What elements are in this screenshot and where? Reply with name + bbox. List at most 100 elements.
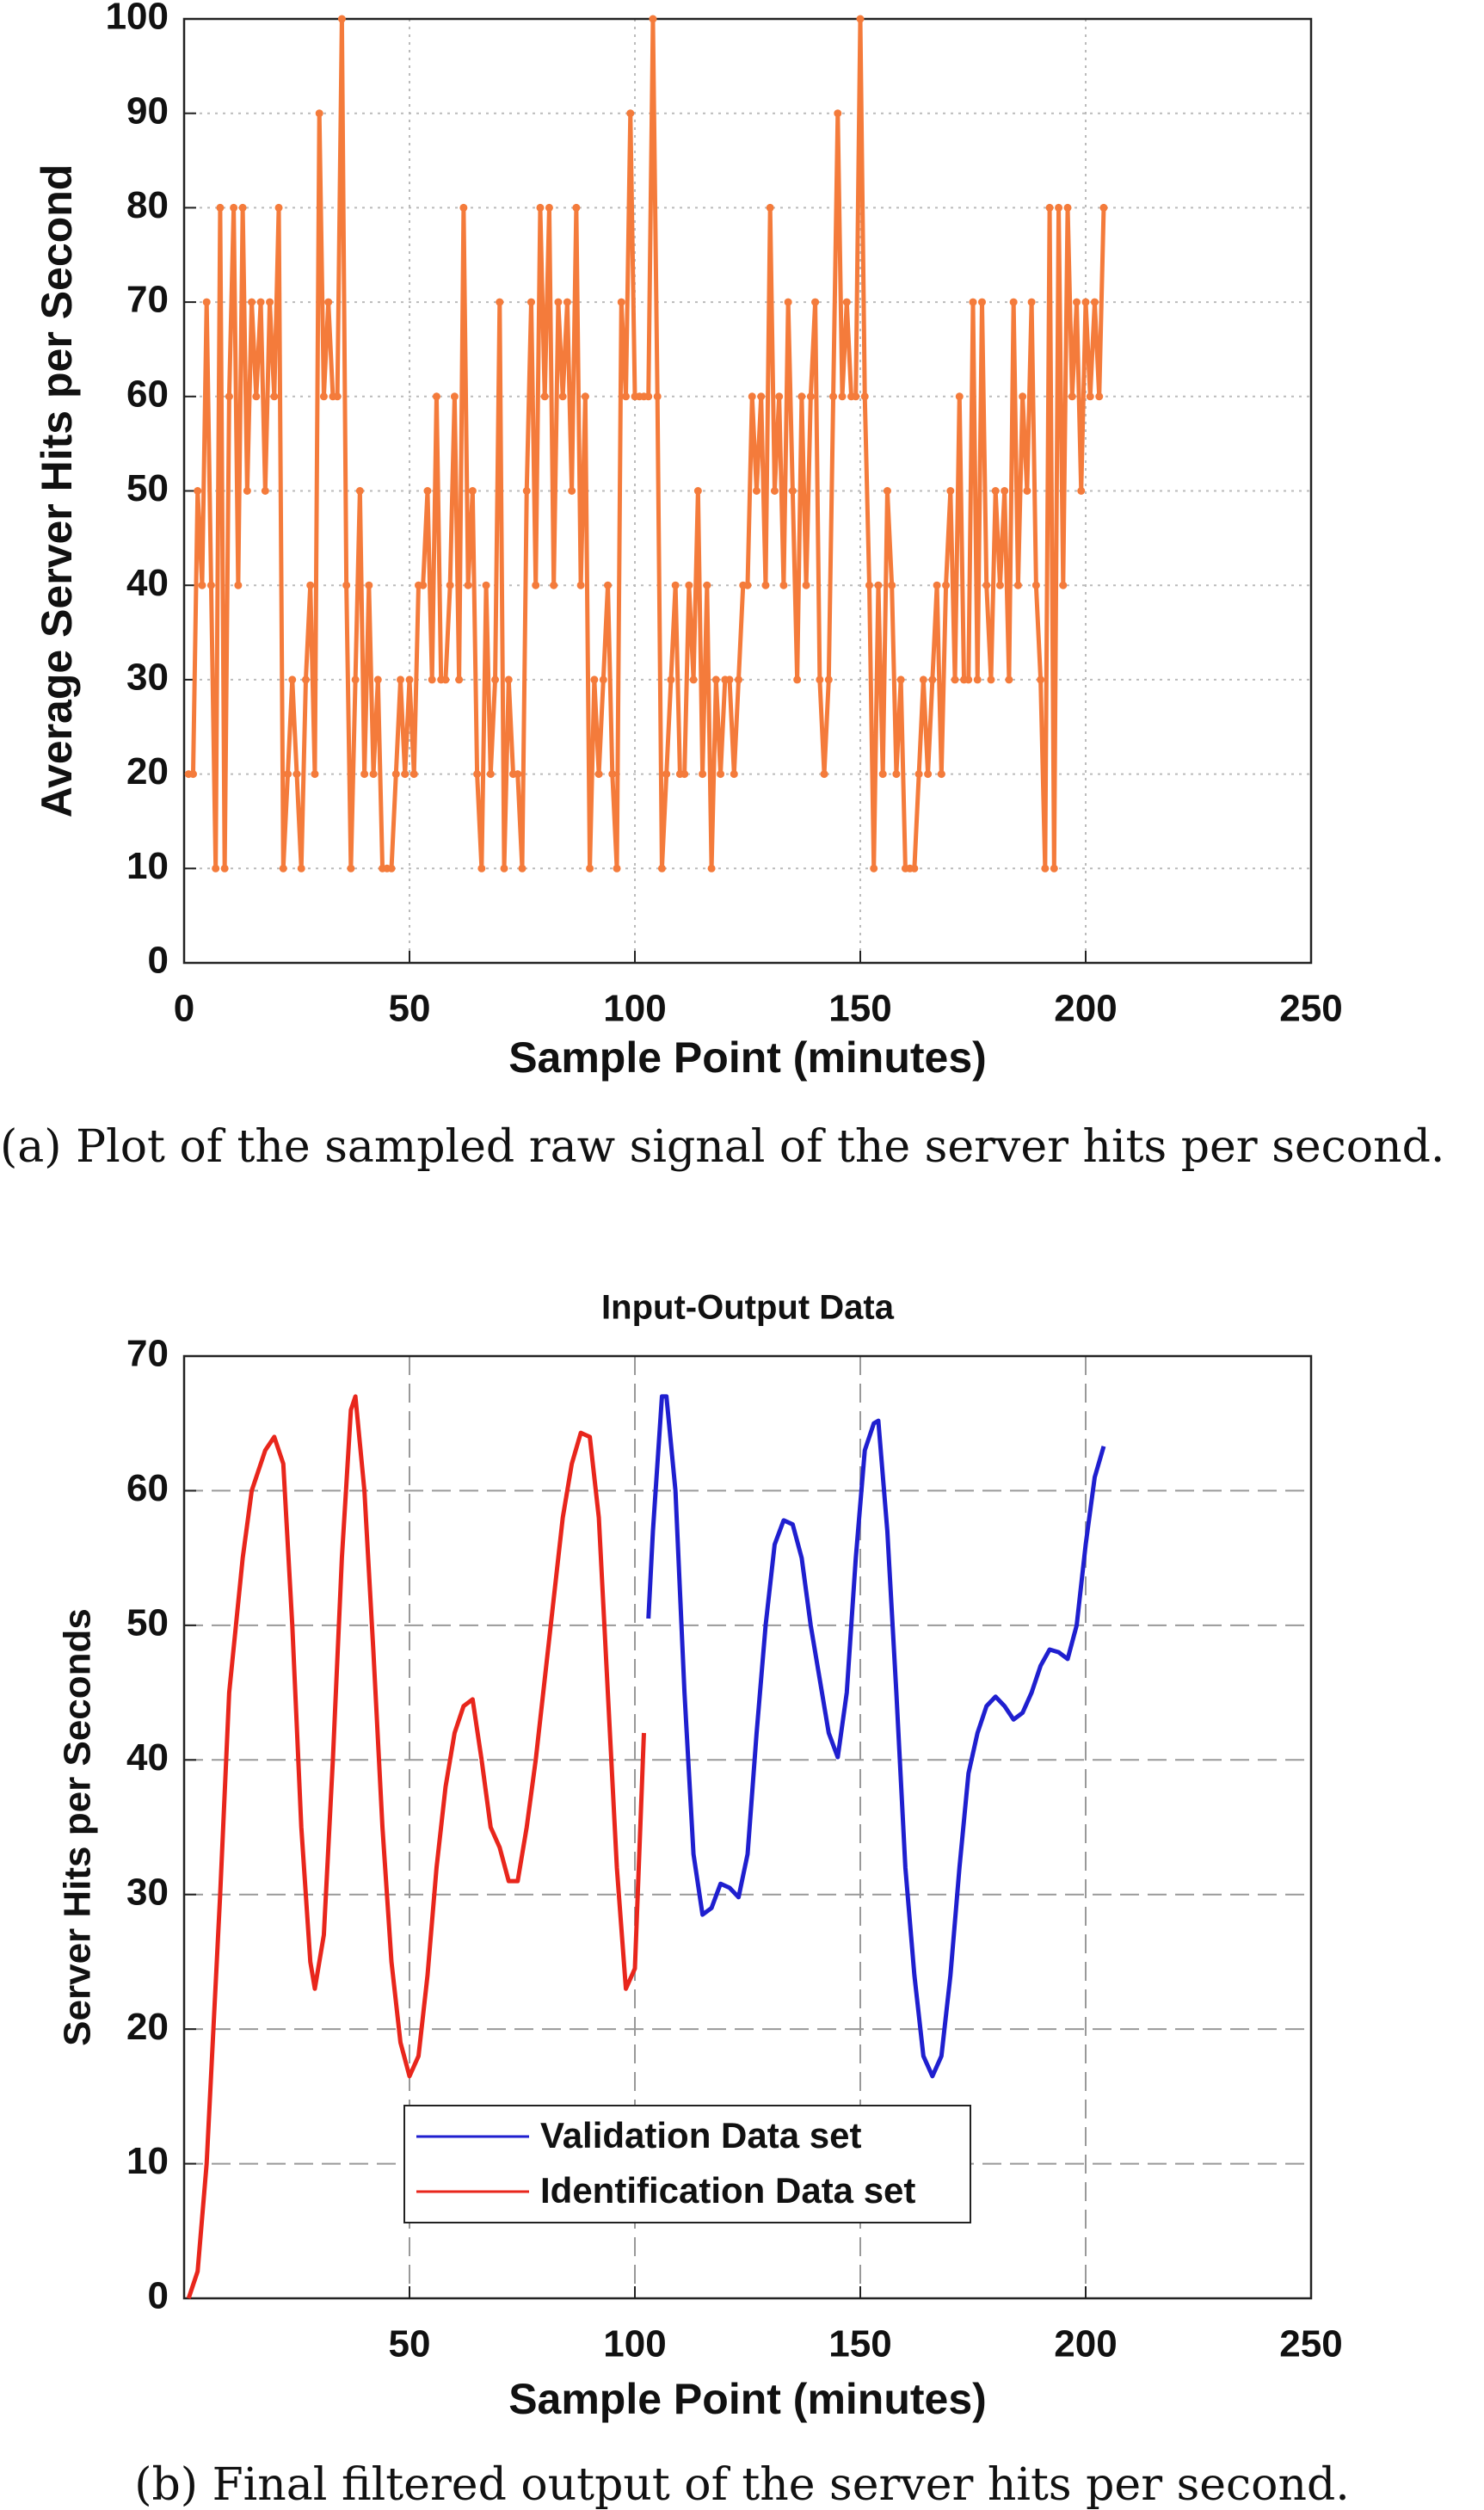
legend-label: Identification Data set: [540, 2170, 915, 2211]
data-point: [693, 487, 702, 495]
caption: (a) Plot of the sampled raw signal of th…: [0, 1121, 1445, 1173]
plot-frame: [182, 1354, 1313, 2300]
data-point: [644, 392, 653, 401]
y-axis-label: Average Server Hits per Second: [33, 164, 81, 818]
data-point: [496, 298, 504, 306]
y-tick-label: 30: [126, 657, 169, 699]
data-point: [977, 298, 986, 306]
data-point: [834, 109, 842, 118]
data-point: [748, 392, 756, 401]
data-point: [1063, 203, 1072, 212]
chart-title: Input-Output Data: [601, 1289, 895, 1327]
y-tick-label: 90: [126, 89, 169, 132]
data-point: [292, 770, 301, 779]
data-point: [1013, 581, 1022, 589]
data-point: [995, 581, 1004, 589]
data-point: [964, 675, 973, 684]
data-point: [761, 581, 770, 589]
data-point: [545, 203, 553, 212]
data-point: [1005, 675, 1013, 684]
data-point: [788, 487, 797, 495]
data-point: [550, 581, 558, 589]
data-point: [220, 864, 229, 873]
data-point: [991, 487, 1000, 495]
data-point: [504, 675, 513, 684]
data-point: [387, 864, 396, 873]
data-point: [540, 392, 549, 401]
data-point: [234, 581, 243, 589]
data-point: [369, 770, 378, 779]
data-point: [373, 675, 382, 684]
x-axis-label: Sample Point (minutes): [508, 1033, 987, 1082]
y-tick-label: 60: [126, 373, 169, 415]
data-point: [428, 675, 436, 684]
data-point: [409, 770, 418, 779]
data-point: [270, 392, 279, 401]
y-tick-label: 30: [126, 1871, 169, 1913]
data-point: [703, 581, 711, 589]
data-point: [838, 392, 847, 401]
data-point: [266, 298, 274, 306]
data-point: [1023, 487, 1031, 495]
data-point: [202, 298, 211, 306]
data-point: [793, 675, 802, 684]
data-point: [1037, 675, 1045, 684]
x-tick-label: 200: [1054, 988, 1117, 1030]
data-point: [252, 392, 261, 401]
data-point: [1009, 298, 1018, 306]
data-point: [347, 864, 355, 873]
data-point: [188, 770, 197, 779]
y-tick-label: 0: [148, 940, 169, 982]
x-tick-label: 200: [1054, 2323, 1117, 2365]
data-point: [743, 581, 752, 589]
x-tick-label: 0: [174, 988, 194, 1030]
data-point: [464, 581, 472, 589]
data-point: [514, 770, 522, 779]
data-point: [784, 298, 792, 306]
y-tick-label: 20: [126, 2006, 169, 2048]
y-tick-label: 70: [126, 1333, 169, 1375]
data-point: [216, 203, 225, 212]
data-point: [613, 864, 621, 873]
data-point: [770, 487, 779, 495]
data-point: [725, 675, 734, 684]
data-point: [680, 770, 689, 779]
data-point: [1050, 864, 1058, 873]
data-point: [955, 392, 964, 401]
data-point: [622, 392, 631, 401]
data-point: [942, 581, 951, 589]
data-point: [594, 770, 603, 779]
data-point: [1059, 581, 1068, 589]
data-point: [297, 864, 305, 873]
data-point: [987, 675, 995, 684]
data-point: [824, 675, 833, 684]
data-point: [667, 675, 675, 684]
data-point: [928, 675, 937, 684]
data-point: [852, 392, 860, 401]
data-point: [518, 864, 526, 873]
y-tick-label: 20: [126, 750, 169, 792]
data-point: [699, 770, 707, 779]
x-tick-label: 250: [1279, 2323, 1342, 2365]
data-point: [1027, 298, 1036, 306]
y-tick-label: 0: [148, 2275, 169, 2317]
data-point: [914, 770, 923, 779]
data-point: [617, 298, 625, 306]
data-point: [829, 392, 838, 401]
data-point: [279, 864, 287, 873]
data-point: [468, 487, 477, 495]
y-tick-label: 40: [126, 1736, 169, 1779]
legend-box: [403, 2105, 971, 2223]
data-point: [924, 770, 933, 779]
data-point: [536, 203, 545, 212]
data-point: [671, 581, 680, 589]
data-point: [662, 770, 671, 779]
data-point: [1019, 392, 1027, 401]
data-point: [802, 581, 810, 589]
x-tick-label: 250: [1279, 988, 1342, 1030]
y-tick-label: 100: [106, 0, 169, 38]
y-tick-label: 70: [126, 279, 169, 321]
data-point: [888, 581, 896, 589]
data-point: [649, 15, 657, 23]
